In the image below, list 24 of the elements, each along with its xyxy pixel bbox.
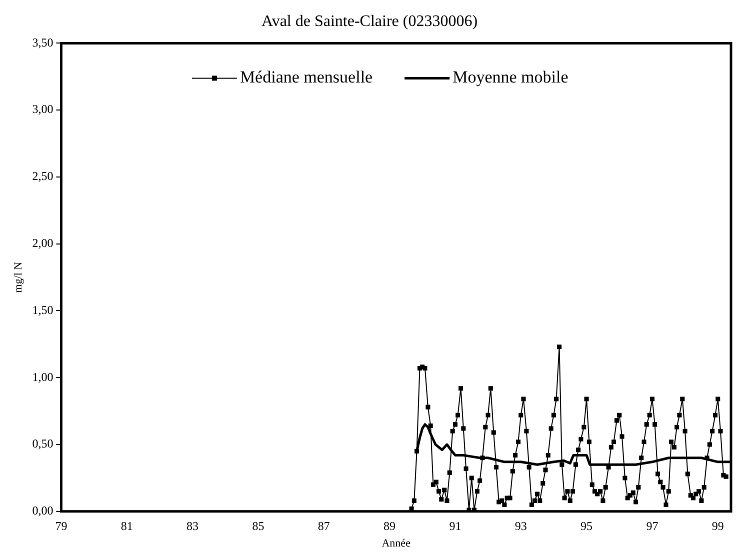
y-tick-label: 2,00: [32, 236, 54, 250]
legend-label: Moyenne mobile: [452, 68, 568, 87]
x-tick-label: 83: [186, 518, 199, 533]
x-tick-label: 91: [449, 518, 462, 533]
y-tick-label: 1,00: [32, 370, 54, 384]
y-tick-label: 2,50: [32, 169, 54, 184]
x-tick-label: 79: [55, 518, 68, 533]
x-tick-label: 85: [252, 518, 264, 533]
y-tick-label: 0,00: [32, 504, 54, 518]
x-tick-label: 87: [318, 518, 330, 533]
y-tick-label: 3,50: [32, 35, 54, 50]
legend-label: Médiane mensuelle: [240, 68, 373, 87]
x-tick-label: 89: [384, 518, 396, 533]
x-tick-label: 81: [120, 518, 133, 533]
y-axis-title: mg/l N: [12, 262, 24, 293]
x-axis-title: Année: [382, 537, 411, 550]
x-tick-label: 99: [712, 518, 724, 533]
x-tick-label: 95: [580, 518, 593, 533]
y-tick-label: 1,50: [32, 302, 54, 317]
chart-title: Aval de Sainte-Claire (02330006): [261, 12, 478, 30]
x-tick-label: 97: [646, 518, 658, 533]
x-tick-label: 93: [514, 518, 527, 533]
y-tick-label: 0,50: [32, 436, 54, 451]
y-tick-label: 3,00: [32, 102, 54, 116]
